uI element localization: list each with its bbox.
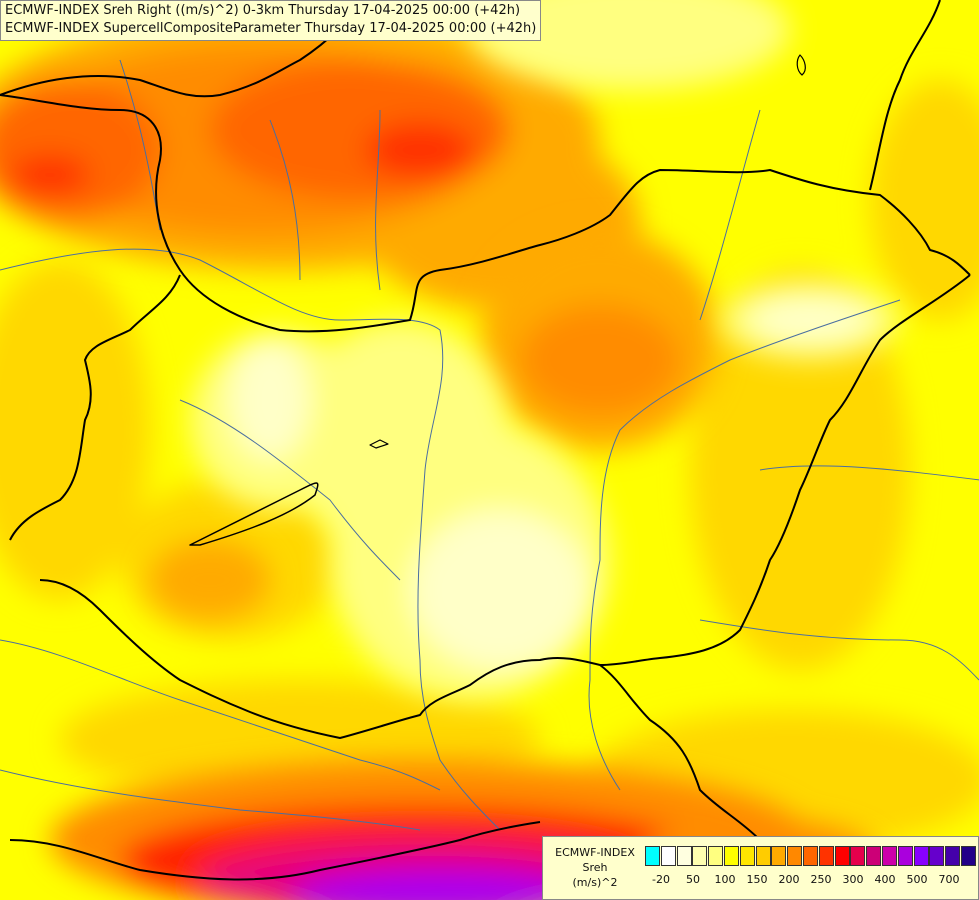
river-drava (0, 639, 441, 791)
field-pale-top (470, 0, 790, 90)
legend-title-line-1: ECMWF-INDEX (555, 846, 635, 859)
legend-swatch (676, 846, 692, 866)
river-east-2 (759, 465, 979, 481)
field-north-red-c (210, 60, 510, 200)
legend-title: ECMWF-INDEX Sreh (m/s)^2 (549, 845, 641, 890)
river-north-1 (269, 119, 301, 281)
river-mid (179, 399, 401, 581)
border-north (0, 94, 971, 333)
legend-swatch (834, 846, 850, 866)
legend-swatch (660, 846, 676, 866)
legend-swatch (771, 846, 787, 866)
legend-swatch (913, 846, 929, 866)
legend-ticks: -20 50 100 150 200 250 300 400 500 700 (645, 873, 975, 889)
title-line-1: ECMWF-INDEX Sreh Right ((m/s)^2) 0-3km T… (5, 3, 521, 18)
border-west (9, 274, 181, 541)
legend-tick-label: 50 (686, 873, 700, 886)
legend-swatch (818, 846, 834, 866)
legend-swatch (708, 846, 724, 866)
field-pale-core (410, 510, 590, 670)
border-south (9, 821, 541, 881)
river-north-2 (375, 109, 381, 291)
legend-swatch (739, 846, 755, 866)
field-sw-orange (150, 540, 270, 620)
border-lake-balaton (189, 482, 319, 546)
river-tisza (588, 299, 901, 791)
river-east-1 (699, 109, 761, 321)
legend-swatch (723, 846, 739, 866)
river-danube (0, 248, 501, 831)
legend-tick-label: 100 (714, 873, 736, 886)
legend-swatch (755, 846, 771, 866)
field-pale-west-core (230, 340, 310, 460)
field-gold-west (0, 260, 150, 600)
legend-swatch (897, 846, 913, 866)
border-north-upper (0, 0, 361, 98)
border-hungary-south (39, 579, 601, 739)
river-se (699, 619, 979, 681)
legend-title-line-3: (m/s)^2 (572, 876, 618, 889)
color-legend: ECMWF-INDEX Sreh (m/s)^2 -20 50 100 150 200 2… (542, 836, 979, 900)
legend-title-line-2: Sreh (582, 861, 608, 874)
legend-tick-label: -20 (652, 873, 670, 886)
legend-tick-label: 150 (746, 873, 768, 886)
legend-swatch (645, 846, 660, 866)
map-title-box: ECMWF-INDEX Sreh Right ((m/s)^2) 0-3km T… (0, 0, 542, 41)
border-northeast (869, 0, 941, 191)
legend-tick-label: 200 (778, 873, 800, 886)
legend-swatch (787, 846, 803, 866)
legend-swatches (645, 846, 977, 866)
border-small-lake (369, 439, 389, 449)
title-line-2: ECMWF-INDEX SupercellCompositeParameter … (5, 21, 537, 36)
field-pale-mid (290, 320, 510, 560)
field-south-violet (290, 870, 590, 900)
legend-swatch (960, 846, 976, 866)
legend-tick-label: 500 (906, 873, 928, 886)
legend-swatch (866, 846, 882, 866)
border-lake-ne (796, 54, 806, 76)
field-pale-ne-core (750, 298, 870, 342)
river-sava (0, 769, 421, 831)
legend-tick-label: 700 (938, 873, 960, 886)
legend-tick-label: 400 (874, 873, 896, 886)
field-east-deep (520, 305, 680, 415)
border-southeast (599, 664, 761, 841)
legend-swatch (881, 846, 897, 866)
field-gold-east (690, 270, 910, 670)
border-hungary-east (599, 274, 971, 666)
borders (0, 0, 971, 881)
legend-tick-label: 300 (842, 873, 864, 886)
legend-swatch (850, 846, 866, 866)
field-north-core-w (10, 155, 90, 195)
legend-swatch (802, 846, 818, 866)
legend-swatch (692, 846, 708, 866)
field-north-core (365, 122, 475, 178)
legend-swatch (929, 846, 945, 866)
legend-swatch (945, 846, 961, 866)
legend-tick-label: 250 (810, 873, 832, 886)
